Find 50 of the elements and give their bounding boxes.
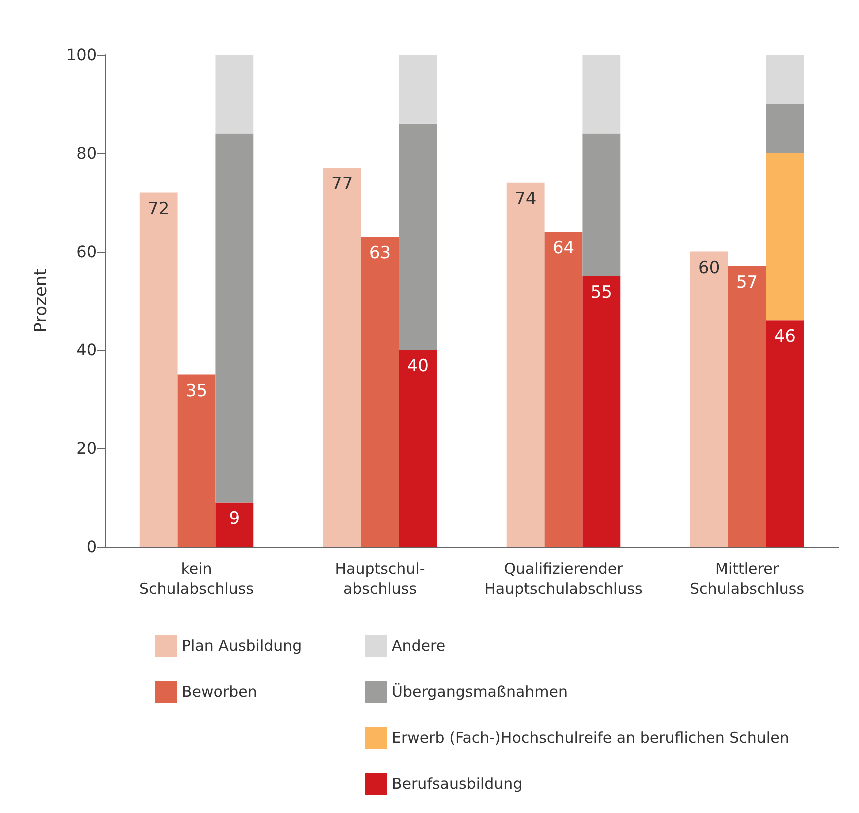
data-label: 74 (515, 189, 537, 210)
bar (323, 168, 362, 547)
bar (216, 55, 254, 134)
bar (766, 153, 804, 321)
bar (361, 237, 400, 547)
data-label: 40 (407, 356, 429, 377)
bar (178, 374, 216, 547)
bar (216, 502, 254, 547)
legend-label: Erwerb (Fach-)Hochschulreife an beruflichen Schulen (392, 729, 790, 747)
bar (766, 320, 804, 547)
legend-label: Andere (392, 637, 446, 655)
y-tick-label: 100 (66, 46, 97, 64)
data-label: 46 (774, 327, 796, 348)
y-tick-label: 20 (76, 439, 97, 458)
bar (690, 252, 728, 547)
data-label: 64 (552, 238, 575, 259)
bar (582, 134, 621, 276)
legend-label: Berufsausbildung (392, 775, 523, 793)
y-axis-title: Prozent (32, 268, 52, 333)
x-tick-label: Hauptschul- abschluss (335, 560, 426, 598)
legend-label: Übergangsmaßnahmen (392, 683, 568, 701)
bar (399, 55, 438, 124)
bar (766, 55, 804, 104)
bar (582, 55, 621, 134)
bar (766, 104, 804, 154)
x-tick-label: kein Schulabschluss (139, 560, 254, 598)
data-label: 55 (590, 282, 612, 303)
data-label: 72 (148, 199, 170, 220)
data-label: 63 (369, 244, 392, 264)
bar (140, 192, 178, 547)
data-label: 77 (332, 174, 354, 195)
y-tick-label: 40 (76, 340, 97, 360)
legend-label: Plan Ausbildung (182, 637, 302, 655)
bar (506, 182, 545, 547)
x-tick-label: Mittlerer Schulabschluss (690, 560, 805, 598)
bar (544, 232, 583, 547)
bar (399, 124, 438, 350)
y-tick-label: 80 (76, 144, 97, 163)
data-label: 9 (229, 509, 240, 530)
bar (582, 276, 621, 547)
bar (728, 266, 766, 547)
x-tick-label: Qualifizierender Hauptschulabschluss (484, 560, 644, 598)
data-label: 57 (736, 273, 758, 294)
data-label: 35 (186, 381, 208, 402)
y-tick-label: 0 (86, 538, 97, 556)
y-tick-label: 60 (76, 242, 97, 262)
data-label: 60 (698, 258, 720, 278)
legend-label: Beworben (182, 683, 258, 701)
bar (399, 350, 438, 547)
bar (216, 134, 254, 503)
